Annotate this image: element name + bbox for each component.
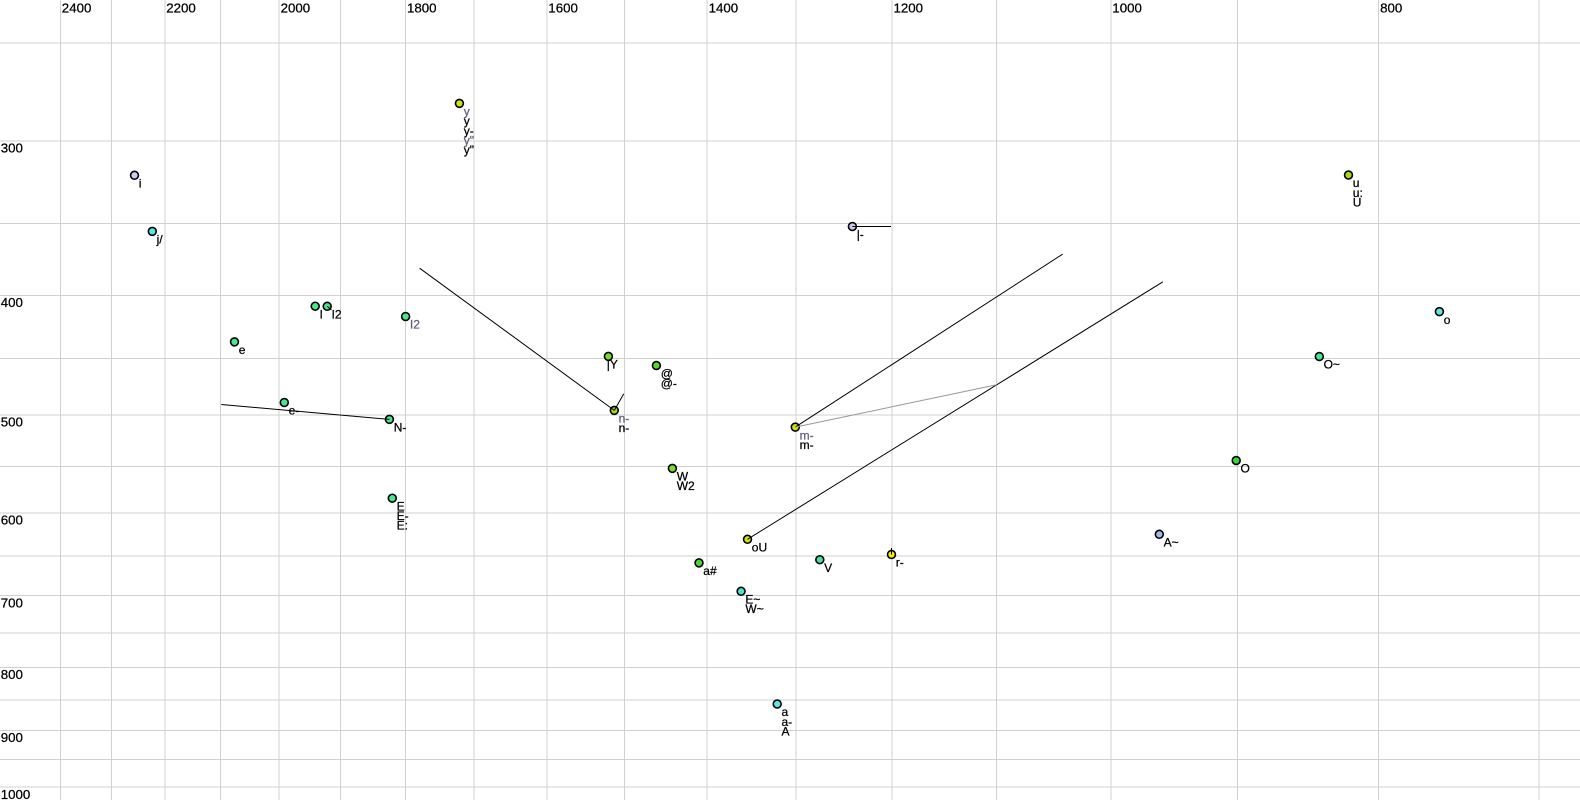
svg-text:W2: W2 [677, 479, 695, 493]
svg-text:1000: 1000 [1112, 0, 1142, 15]
svg-text:@: @ [661, 367, 673, 381]
svg-text:V: V [824, 561, 832, 575]
svg-text:e-: e- [289, 404, 300, 418]
svg-text:500: 500 [1, 415, 23, 430]
svg-text:u: u [1353, 176, 1360, 190]
svg-text:1000: 1000 [1, 787, 31, 800]
svg-text:|Y: |Y [607, 358, 618, 372]
svg-text:u:: u: [1353, 186, 1363, 200]
svg-text:n-: n- [619, 412, 630, 426]
svg-text:E: E [397, 499, 405, 513]
svg-text:a-: a- [782, 715, 793, 729]
svg-text:y": y" [464, 133, 474, 147]
svg-text:j/: j/ [156, 233, 164, 247]
svg-text:A~: A~ [1164, 536, 1179, 550]
svg-text:1800: 1800 [407, 0, 437, 15]
svg-text:I: I [320, 307, 323, 321]
svg-text:O~: O~ [1324, 358, 1340, 372]
svg-text:oU: oU [752, 541, 767, 555]
svg-text:W: W [677, 470, 689, 484]
svg-text:y: y [464, 114, 470, 128]
svg-text:A: A [782, 724, 790, 738]
svg-text:a: a [782, 705, 789, 719]
svg-text:|-: |- [857, 228, 864, 242]
svg-text:@-: @- [661, 376, 677, 390]
svg-text:1200: 1200 [894, 0, 924, 15]
svg-text:e: e [239, 343, 246, 357]
svg-text:600: 600 [1, 513, 23, 528]
svg-text:r-: r- [896, 556, 904, 570]
svg-text:I2: I2 [332, 308, 342, 322]
svg-text:900: 900 [1, 730, 23, 745]
svg-text:i: i [139, 177, 142, 191]
svg-text:300: 300 [1, 141, 23, 156]
svg-text:700: 700 [1, 595, 23, 610]
svg-text:I2: I2 [410, 318, 420, 332]
svg-text:o: o [1444, 313, 1451, 327]
svg-text:2200: 2200 [166, 0, 196, 15]
svg-text:m-: m- [800, 428, 814, 442]
svg-text:E:: E: [397, 519, 408, 533]
svg-text:2000: 2000 [281, 0, 311, 15]
svg-text:1400: 1400 [709, 0, 739, 15]
svg-text:800: 800 [1380, 0, 1402, 15]
svg-text:W~: W~ [745, 602, 763, 616]
svg-text:E~: E~ [745, 593, 760, 607]
svg-text:U: U [1353, 195, 1362, 209]
svg-text:O: O [1241, 462, 1250, 476]
svg-text:n-: n- [619, 421, 630, 435]
svg-text:E-: E- [397, 509, 409, 523]
svg-text:y: y [464, 105, 470, 119]
svg-text:N-: N- [394, 421, 407, 435]
svg-text:2400: 2400 [62, 0, 92, 15]
svg-text:y": y" [464, 143, 474, 157]
svg-text:y-: y- [464, 124, 474, 138]
svg-text:a#: a# [703, 564, 717, 578]
svg-text:800: 800 [1, 667, 23, 682]
svg-text:400: 400 [1, 295, 23, 310]
svg-text:m-: m- [800, 438, 814, 452]
svg-text:1600: 1600 [548, 0, 578, 15]
